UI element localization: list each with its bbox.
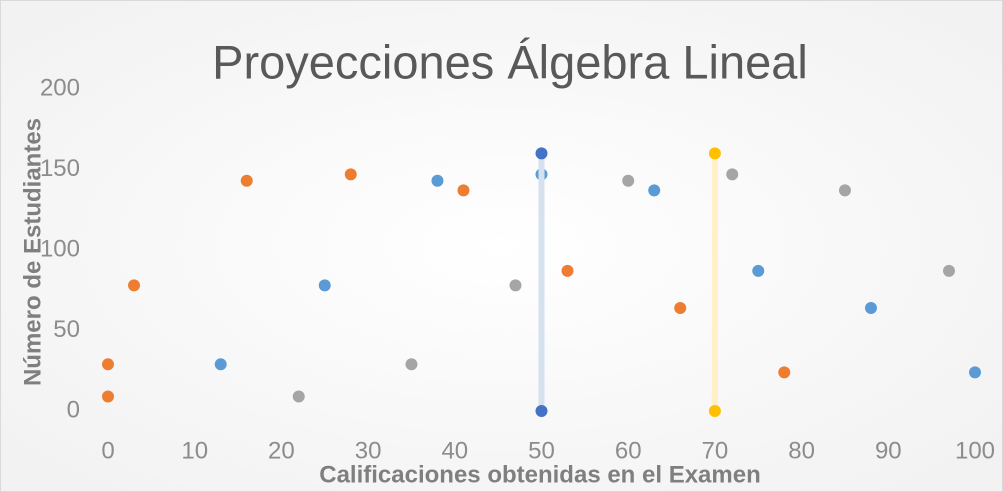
data-point (752, 264, 765, 277)
data-point (708, 405, 721, 417)
data-point (102, 390, 114, 403)
chart-title: Proyecciones Álgebra Lineal (212, 35, 808, 88)
x-tick-label: 10 (181, 437, 208, 464)
data-point (405, 358, 418, 371)
data-point (969, 366, 981, 379)
x-tick-label: 50 (528, 437, 555, 464)
data-point (214, 358, 227, 371)
data-point (674, 301, 687, 314)
data-point (838, 184, 851, 197)
x-tick-label: 70 (702, 437, 729, 464)
data-point (431, 174, 444, 187)
data-point (942, 264, 955, 277)
x-tick-label: 80 (788, 437, 815, 464)
data-point (622, 174, 635, 187)
data-point (726, 168, 739, 181)
data-point (535, 147, 548, 160)
x-tick-label: 20 (268, 437, 295, 464)
x-axis-label: Calificaciones obtenidas en el Examen (319, 461, 761, 488)
data-point (292, 390, 305, 403)
y-tick-label: 0 (67, 396, 80, 423)
x-tick-label: 30 (355, 437, 382, 464)
data-point (318, 279, 331, 292)
y-tick-label: 200 (40, 74, 80, 101)
data-point (561, 264, 574, 277)
data-point (344, 168, 357, 181)
data-point (240, 174, 253, 187)
data-point (128, 279, 141, 292)
x-tick-label: 40 (441, 437, 468, 464)
x-tick-label: 100 (955, 437, 995, 464)
y-axis-label: Número de Estudiantes (19, 118, 46, 386)
y-tick-label: 150 (40, 155, 80, 182)
data-point (509, 279, 522, 292)
y-tick-label: 100 (40, 235, 80, 262)
data-point (778, 366, 791, 379)
x-tick-label: 90 (875, 437, 902, 464)
data-point (102, 358, 114, 371)
plot-area: 0 50 100 150 200 0 10 20 30 40 50 60 70 80 90 100 (40, 74, 995, 464)
data-point (535, 405, 548, 417)
x-tick-label: 60 (615, 437, 642, 464)
data-point (864, 301, 877, 314)
data-point (457, 184, 470, 197)
data-point (648, 184, 661, 197)
x-tick-label: 0 (101, 437, 114, 464)
data-point (708, 147, 721, 160)
y-tick-label: 50 (53, 316, 80, 343)
